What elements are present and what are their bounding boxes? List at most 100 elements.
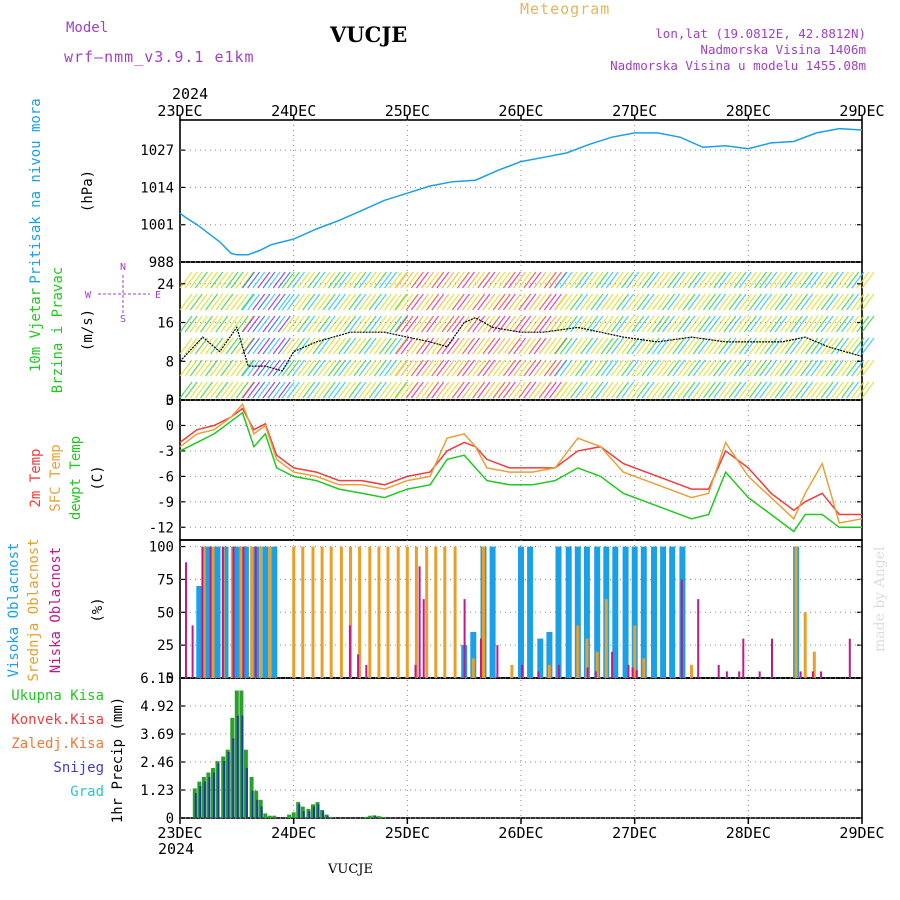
- mid-cloud-bar: [386, 546, 390, 678]
- model-name: wrf—nmm_v3.9.1 e1km: [64, 48, 255, 66]
- total-precip-bar: [272, 815, 277, 818]
- bottom-date-label: 26DEC: [498, 824, 543, 842]
- wind-barb: [368, 381, 382, 399]
- wind-barb: [262, 359, 276, 377]
- wind-barb: [738, 315, 752, 333]
- wind-barb: [559, 381, 573, 399]
- wind-barb: [281, 359, 295, 377]
- wind-barb: [379, 315, 392, 333]
- wind-barb: [235, 293, 249, 311]
- wind-barb: [235, 337, 249, 355]
- wind-barb-field: [179, 271, 875, 399]
- wind-barb: [800, 337, 814, 355]
- wind-barb: [626, 271, 640, 289]
- wind-barb: [575, 381, 589, 399]
- high-cloud-bar: [612, 546, 619, 678]
- wind-barb: [651, 359, 665, 377]
- wind-barb: [748, 315, 762, 333]
- wind-barb: [327, 381, 341, 399]
- wind-barb: [743, 381, 757, 399]
- wind-barb: [292, 293, 306, 311]
- wind-barb: [405, 271, 419, 289]
- wind-barb: [487, 315, 501, 333]
- wind-barb: [405, 337, 419, 355]
- high-cloud-bar: [242, 546, 249, 678]
- wind-barb: [225, 381, 239, 399]
- wind-barb: [554, 337, 568, 355]
- wind-barb: [410, 315, 424, 333]
- high-cloud-bar: [537, 638, 544, 678]
- wind-barb: [368, 315, 382, 333]
- wind-barb: [851, 271, 865, 289]
- total-precip-bar: [363, 816, 368, 818]
- bottom-date-label: 29DEC: [839, 824, 884, 842]
- wind-barb: [497, 359, 511, 377]
- wind-barb: [543, 315, 557, 333]
- wind-barb: [467, 381, 481, 399]
- wind-barb: [317, 293, 331, 311]
- wind-barb: [718, 315, 732, 333]
- pressure-line: [179, 127, 863, 256]
- wind-barb: [421, 381, 435, 399]
- wind-barb: [194, 271, 208, 289]
- wind-barb: [718, 337, 732, 355]
- wind-barb: [247, 359, 261, 377]
- wind-barb: [559, 337, 573, 355]
- wind-barb: [363, 293, 377, 311]
- total-precip-bar: [381, 816, 386, 818]
- wind-barb: [179, 271, 193, 289]
- wind-barb: [410, 359, 424, 377]
- wind-barb: [508, 293, 521, 311]
- wind-barb: [242, 293, 255, 311]
- wind-barb: [441, 315, 455, 333]
- wind-barb: [621, 337, 635, 355]
- wind-barb: [641, 271, 655, 289]
- mid-cloud-bar: [239, 546, 243, 678]
- wind-barb: [497, 315, 511, 333]
- wind-barb: [436, 359, 450, 377]
- wind-barb: [733, 381, 747, 399]
- conv-precip-bar: [227, 752, 230, 818]
- wind-barb: [395, 271, 409, 289]
- wind-barb: [692, 359, 706, 377]
- mid-cloud-bar: [794, 546, 798, 678]
- wind-barb: [815, 359, 829, 377]
- wind-barb: [415, 293, 429, 311]
- total-precip-bar: [267, 815, 272, 818]
- wind-barb: [307, 381, 321, 399]
- wind-barb: [225, 293, 239, 311]
- wind-barb: [497, 381, 511, 399]
- wind-barb: [538, 381, 552, 399]
- wind-barb: [590, 315, 604, 333]
- wind-barb: [646, 271, 660, 289]
- wind-barb: [235, 381, 249, 399]
- bottom-date-label: 27DEC: [612, 824, 657, 842]
- mid-cloud-bar: [803, 612, 807, 678]
- wind-barb: [636, 293, 650, 311]
- wind-barb: [748, 359, 762, 377]
- wind-barb: [467, 293, 481, 311]
- wind-barb: [426, 293, 440, 311]
- wind-barb: [272, 271, 286, 289]
- mid-cloud-bar: [471, 658, 475, 678]
- wind-barb: [441, 359, 455, 377]
- wind-barb: [789, 359, 803, 377]
- wind-barb: [518, 315, 532, 333]
- wind-barb: [210, 293, 224, 311]
- wind-barb: [672, 337, 686, 355]
- wind-barb: [646, 315, 660, 333]
- wind-barb: [590, 293, 604, 311]
- wind-barb: [662, 315, 675, 333]
- wind-barb: [662, 271, 675, 289]
- wind-barb: [631, 271, 645, 289]
- wind-barb: [389, 315, 403, 333]
- model-elevation-info: Nadmorska Visina u modelu 1455.08m: [610, 58, 866, 73]
- bottom-date-label: 25DEC: [385, 824, 430, 842]
- wind-barb: [368, 337, 382, 355]
- wind-barb: [482, 315, 496, 333]
- wind-barb: [810, 271, 824, 289]
- wind-barb: [400, 359, 414, 377]
- wind-barb: [590, 381, 604, 399]
- bottom-date-label: 28DEC: [726, 824, 771, 842]
- wind-barb: [748, 293, 762, 311]
